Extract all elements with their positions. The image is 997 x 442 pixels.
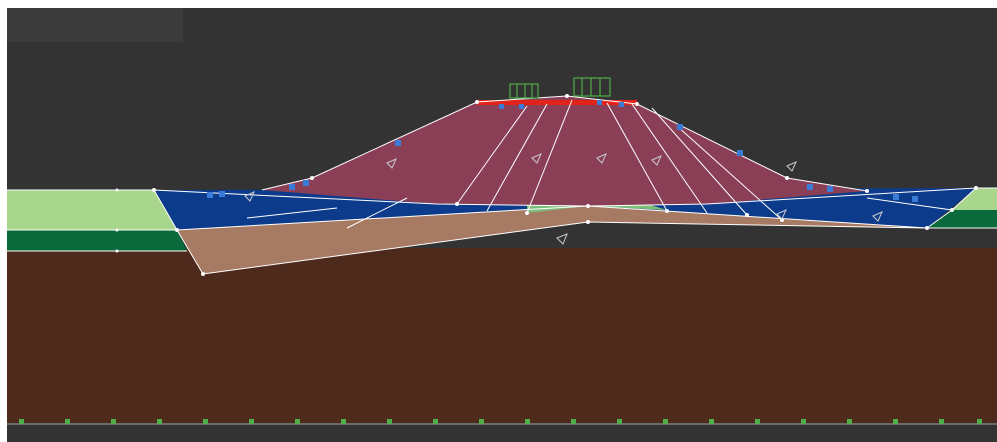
right-grass-dark[interactable] bbox=[927, 210, 997, 228]
crest-load-band[interactable] bbox=[477, 100, 637, 105]
bottom-fixity-icons[interactable] bbox=[19, 419, 982, 424]
right-grass-light[interactable] bbox=[952, 188, 997, 210]
left-grass-dark[interactable] bbox=[7, 230, 187, 251]
boundary-support-icons[interactable] bbox=[207, 100, 918, 202]
mesh-nodes[interactable] bbox=[115, 94, 979, 276]
core-green-strip[interactable] bbox=[527, 204, 667, 213]
left-grass-light[interactable] bbox=[7, 190, 177, 230]
foundation-clay-region[interactable] bbox=[177, 206, 927, 274]
material-marker-icons[interactable] bbox=[244, 153, 883, 245]
view-tab[interactable] bbox=[7, 8, 183, 42]
embankment-body[interactable] bbox=[262, 96, 867, 206]
crest-load-icons[interactable] bbox=[509, 77, 611, 99]
model-viewport[interactable] bbox=[7, 8, 997, 442]
geotechnical-model-canvas[interactable] bbox=[7, 8, 997, 442]
deep-soil-region[interactable] bbox=[7, 248, 997, 424]
